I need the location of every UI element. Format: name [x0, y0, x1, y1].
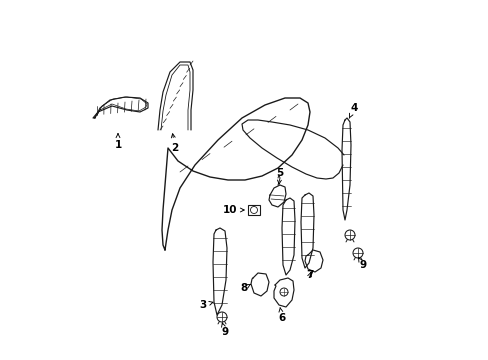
- Text: 4: 4: [348, 103, 357, 118]
- Text: 5: 5: [276, 168, 283, 184]
- Text: 7: 7: [305, 270, 313, 280]
- Text: 8: 8: [240, 283, 250, 293]
- Bar: [247, 205, 260, 215]
- Text: 2: 2: [171, 134, 178, 153]
- Text: 3: 3: [199, 300, 213, 310]
- Text: 6: 6: [278, 307, 285, 323]
- Text: 1: 1: [114, 134, 122, 150]
- Text: 9: 9: [357, 257, 366, 270]
- Text: 9: 9: [221, 323, 228, 337]
- Text: 10: 10: [222, 205, 244, 215]
